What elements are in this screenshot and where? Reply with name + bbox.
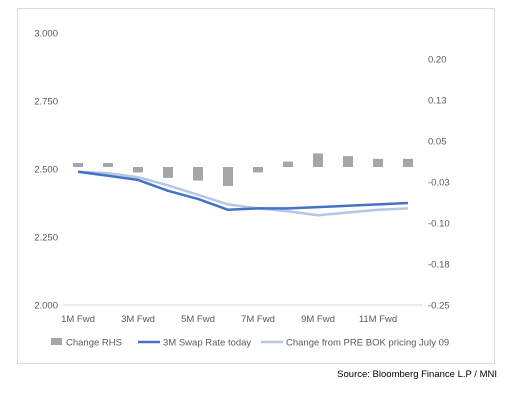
- right-tick-label: 0.20: [428, 55, 447, 66]
- left-tick-label: 2.000: [34, 301, 58, 312]
- bar-7: [283, 161, 293, 167]
- bar-4: [193, 167, 203, 181]
- right-axis-ticks: 0.20 0.13 0.05 -0.03 -0.10 -0.18 -0.25: [428, 55, 450, 312]
- x-tick-label: 1M Fwd: [61, 314, 95, 325]
- bar-3: [163, 167, 173, 178]
- left-axis-ticks: 3.000 2.750 2.500 2.250 2.000: [34, 29, 58, 312]
- x-tick-label: 5M Fwd: [181, 314, 215, 325]
- legend-label: 3M Swap Rate today: [163, 338, 251, 349]
- x-tick-label: 11M Fwd: [359, 314, 397, 325]
- right-tick-label: -0.03: [428, 178, 450, 189]
- bar-9: [343, 156, 353, 167]
- legend-label: Change from PRE BOK pricing July 09: [286, 338, 449, 349]
- bar-1: [103, 163, 113, 167]
- chart-frame: 3.000 2.750 2.500 2.250 2.000 0.20 0.13 0.05 -0…: [17, 8, 495, 364]
- bar-10: [373, 158, 383, 167]
- x-axis-ticks: 1M Fwd 3M Fwd 5M Fwd 7M Fwd 9M Fwd 11M Fwd: [61, 314, 397, 325]
- series-line-1: [77, 170, 409, 212]
- right-tick-label: 0.05: [428, 137, 447, 148]
- bar-5: [223, 167, 233, 187]
- bar-0: [73, 163, 83, 167]
- left-tick-label: 2.500: [34, 165, 58, 176]
- bars-layer: [73, 153, 413, 187]
- left-tick-label: 2.250: [34, 233, 58, 244]
- right-tick-label: -0.25: [428, 301, 450, 312]
- right-tick-label: -0.10: [428, 219, 450, 230]
- x-tick-label: 7M Fwd: [241, 314, 275, 325]
- right-tick-label: -0.18: [428, 260, 450, 271]
- legend-swatch-bar: [51, 338, 62, 345]
- bar-6: [253, 167, 263, 173]
- x-tick-label: 3M Fwd: [121, 314, 155, 325]
- source-note: Source: Bloomberg Finance L.P / MNI: [337, 369, 497, 380]
- chart: 3.000 2.750 2.500 2.250 2.000 0.20 0.13 0.05 -0…: [34, 29, 450, 349]
- right-tick-label: 0.13: [428, 96, 447, 107]
- legend: Change RHS 3M Swap Rate today Change from …: [51, 338, 449, 349]
- bar-8: [313, 153, 323, 167]
- bar-2: [133, 167, 143, 173]
- lines-layer: [77, 170, 409, 217]
- left-tick-label: 3.000: [34, 29, 58, 40]
- left-tick-label: 2.750: [34, 97, 58, 108]
- series-line-0: [77, 170, 409, 217]
- legend-label: Change RHS: [66, 338, 122, 349]
- x-tick-label: 9M Fwd: [301, 314, 335, 325]
- bar-11: [403, 158, 413, 167]
